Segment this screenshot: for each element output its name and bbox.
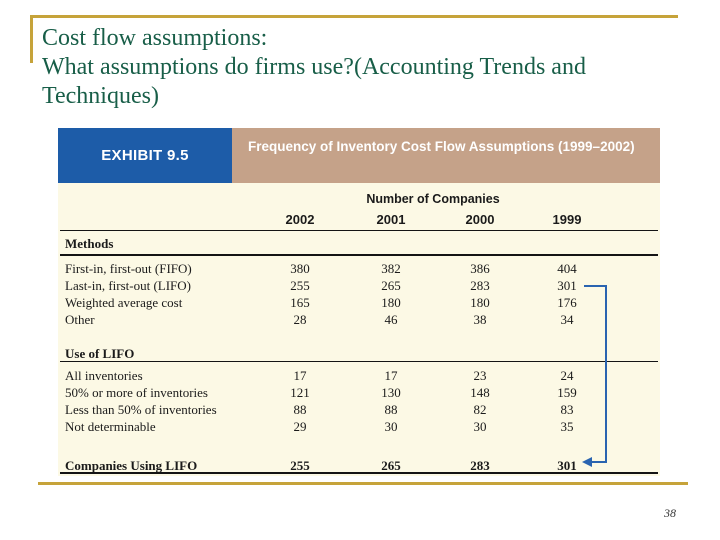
rule-table-bottom — [60, 472, 658, 474]
connector-arrowhead-icon — [582, 457, 592, 467]
cell-value: 35 — [560, 419, 574, 434]
cell-value: 382 — [381, 261, 401, 276]
row-label: 50% or more of inventories — [65, 385, 208, 400]
row-label: Companies Using LIFO — [65, 458, 198, 473]
rule-under-methods — [60, 254, 658, 256]
cell-value: 17 — [293, 368, 307, 383]
table-row: Other 28 46 38 34 — [58, 312, 660, 329]
table-row: Weighted average cost 165 180 180 176 — [58, 295, 660, 312]
connector-line-bottom — [592, 461, 607, 463]
cell-value: 88 — [384, 402, 398, 417]
cell-value: 121 — [290, 385, 310, 400]
row-label: Less than 50% of inventories — [65, 402, 217, 417]
cell-value: 30 — [384, 419, 398, 434]
title-line-1: Cost flow assumptions: — [42, 25, 268, 51]
cell-value: 255 — [290, 458, 310, 473]
rule-under-use-of-lifo — [60, 361, 658, 362]
cell-value: 28 — [293, 312, 307, 327]
table-row: First-in, first-out (FIFO) 380 382 386 4… — [58, 261, 660, 278]
section-header-use-of-lifo: Use of LIFO — [65, 346, 135, 361]
cell-value: 148 — [470, 385, 490, 400]
exhibit-title: Frequency of Inventory Cost Flow Assumpt… — [232, 128, 660, 183]
cell-value: 386 — [470, 261, 490, 276]
cell-value: 301 — [557, 458, 577, 473]
cell-value: 180 — [381, 295, 401, 310]
year-header: 2000 — [465, 212, 495, 227]
cell-value: 165 — [290, 295, 310, 310]
cell-value: 46 — [384, 312, 398, 327]
left-border — [30, 15, 33, 63]
row-label: Last-in, first-out (LIFO) — [65, 278, 192, 293]
year-header: 2002 — [285, 212, 315, 227]
column-group-header: Number of Companies — [366, 192, 500, 206]
row-label: All inventories — [65, 368, 143, 383]
exhibit-header: EXHIBIT 9.5 Frequency of Inventory Cost … — [58, 128, 660, 183]
cell-value: 82 — [473, 402, 487, 417]
cell-value: 83 — [560, 402, 574, 417]
cell-value: 301 — [557, 278, 577, 293]
row-label: Not determinable — [65, 419, 156, 434]
rule-under-years — [60, 230, 658, 231]
section-header-methods: Methods — [65, 236, 114, 251]
cell-value: 17 — [384, 368, 398, 383]
cell-value: 283 — [470, 458, 490, 473]
cell-value: 404 — [557, 261, 577, 276]
connector-line-vertical — [605, 285, 607, 463]
title-line-3: Techniques) — [42, 83, 159, 109]
connector-line-top — [584, 285, 607, 287]
row-label: First-in, first-out (FIFO) — [65, 261, 192, 276]
cell-value: 180 — [470, 295, 490, 310]
cell-value: 38 — [473, 312, 487, 327]
cell-value: 130 — [381, 385, 401, 400]
cell-value: 29 — [293, 419, 307, 434]
cell-value: 255 — [290, 278, 310, 293]
page-number: 38 — [664, 506, 676, 520]
top-border — [30, 15, 678, 18]
exhibit-panel: EXHIBIT 9.5 Frequency of Inventory Cost … — [58, 128, 660, 476]
row-label: Other — [65, 312, 95, 327]
cell-value: 34 — [560, 312, 574, 327]
year-header-row: 2002 2001 2000 1999 — [58, 212, 660, 228]
table-row: All inventories 17 17 23 24 — [58, 368, 660, 385]
cell-value: 159 — [557, 385, 577, 400]
cell-value: 265 — [381, 458, 401, 473]
exhibit-number-label: EXHIBIT 9.5 — [58, 128, 232, 183]
cell-value: 88 — [293, 402, 307, 417]
page-title: Cost flow assumptions: What assumptions … — [42, 24, 586, 111]
cell-value: 176 — [557, 295, 577, 310]
table-row: 50% or more of inventories 121 130 148 1… — [58, 385, 660, 402]
table-row: Last-in, first-out (LIFO) 255 265 283 30… — [58, 278, 660, 295]
cell-value: 24 — [560, 368, 574, 383]
table-row: Not determinable 29 30 30 35 — [58, 419, 660, 436]
bottom-border — [38, 482, 688, 485]
row-label: Weighted average cost — [65, 295, 183, 310]
table-row: Less than 50% of inventories 88 88 82 83 — [58, 402, 660, 419]
cell-value: 380 — [290, 261, 310, 276]
cell-value: 265 — [381, 278, 401, 293]
cell-value: 30 — [473, 419, 487, 434]
total-row: Companies Using LIFO 255 265 283 301 — [58, 458, 660, 475]
title-line-2: What assumptions do firms use?(Accountin… — [42, 54, 586, 80]
year-header: 1999 — [552, 212, 582, 227]
cell-value: 23 — [473, 368, 487, 383]
cell-value: 283 — [470, 278, 490, 293]
year-header: 2001 — [376, 212, 406, 227]
